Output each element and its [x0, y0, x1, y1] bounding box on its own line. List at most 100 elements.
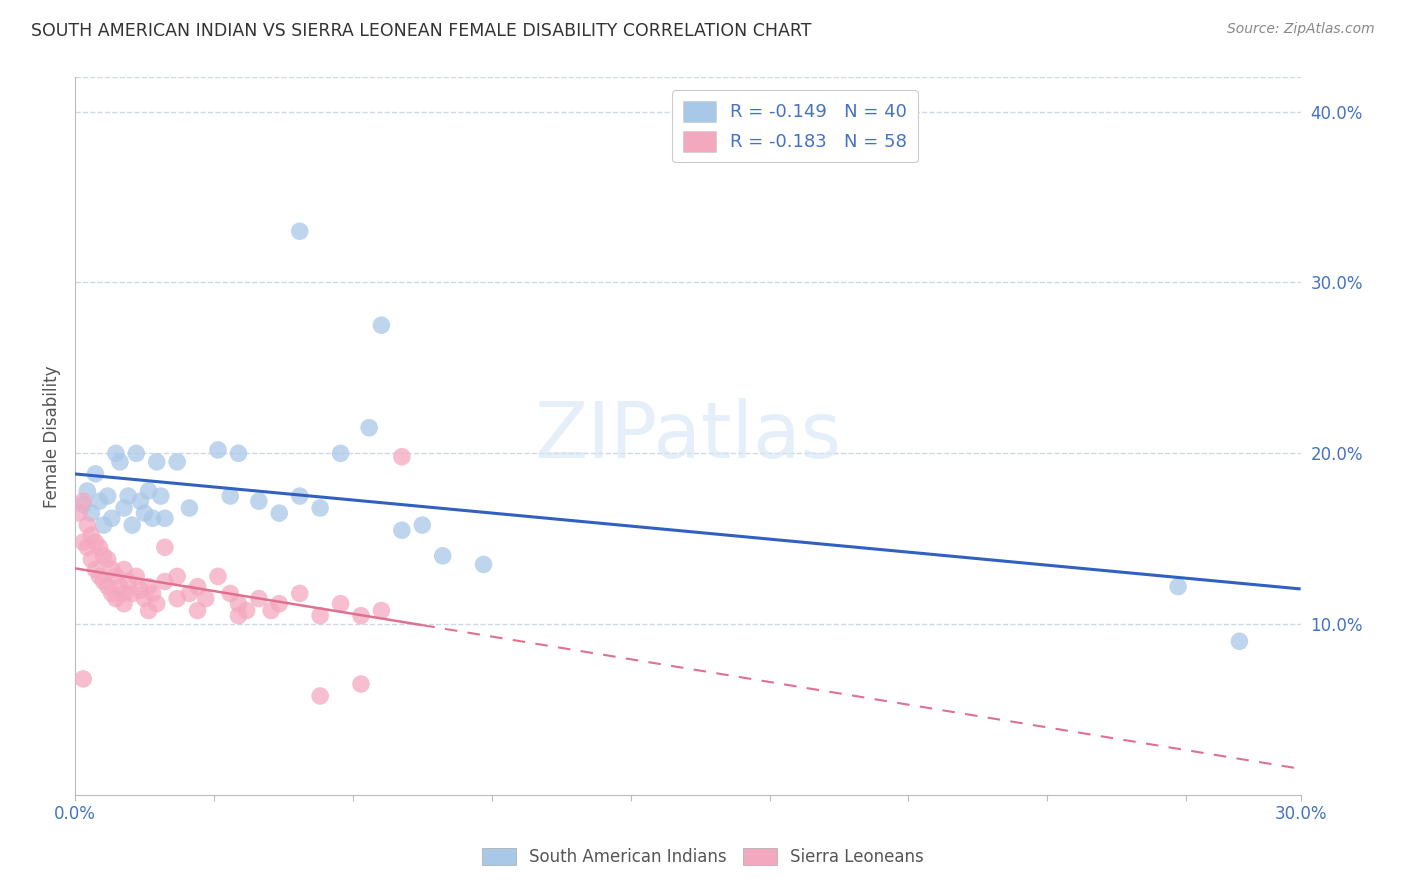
Point	[269, 506, 291, 520]
Text: Source: ZipAtlas.com: Source: ZipAtlas.com	[1227, 22, 1375, 37]
Point	[329, 446, 352, 460]
Y-axis label: Female Disability: Female Disability	[44, 365, 60, 508]
Point	[288, 224, 311, 238]
Point	[1167, 580, 1189, 594]
Point	[187, 580, 209, 594]
Point	[112, 597, 135, 611]
Point	[260, 603, 283, 617]
Point	[194, 591, 217, 606]
Point	[309, 689, 332, 703]
Point	[134, 591, 156, 606]
Point	[101, 562, 124, 576]
Text: SOUTH AMERICAN INDIAN VS SIERRA LEONEAN FEMALE DISABILITY CORRELATION CHART: SOUTH AMERICAN INDIAN VS SIERRA LEONEAN …	[31, 22, 811, 40]
Point	[145, 455, 167, 469]
Point	[138, 483, 160, 498]
Point	[129, 582, 152, 597]
Point	[149, 489, 172, 503]
Point	[153, 511, 176, 525]
Point	[142, 511, 165, 525]
Point	[84, 535, 107, 549]
Point	[101, 586, 124, 600]
Point	[138, 580, 160, 594]
Point	[89, 569, 111, 583]
Point	[179, 586, 201, 600]
Point	[80, 506, 103, 520]
Point	[72, 535, 94, 549]
Point	[72, 498, 94, 512]
Point	[411, 518, 433, 533]
Point	[432, 549, 454, 563]
Point	[117, 489, 139, 503]
Text: ZIPatlas: ZIPatlas	[534, 398, 841, 475]
Point	[117, 574, 139, 589]
Point	[84, 467, 107, 481]
Point	[350, 608, 373, 623]
Point	[108, 455, 131, 469]
Point	[153, 541, 176, 555]
Point	[67, 506, 90, 520]
Point	[76, 518, 98, 533]
Point	[350, 677, 373, 691]
Point	[93, 518, 115, 533]
Point	[121, 518, 143, 533]
Point	[179, 501, 201, 516]
Point	[89, 541, 111, 555]
Point	[104, 569, 127, 583]
Point	[166, 591, 188, 606]
Point	[153, 574, 176, 589]
Point	[104, 446, 127, 460]
Point	[112, 562, 135, 576]
Point	[89, 494, 111, 508]
Point	[80, 552, 103, 566]
Point	[219, 489, 242, 503]
Point	[269, 597, 291, 611]
Point	[76, 541, 98, 555]
Point	[370, 318, 392, 333]
Point	[138, 603, 160, 617]
Point	[329, 597, 352, 611]
Point	[97, 489, 120, 503]
Point	[97, 580, 120, 594]
Point	[101, 511, 124, 525]
Point	[76, 483, 98, 498]
Point	[288, 586, 311, 600]
Point	[207, 442, 229, 457]
Point	[166, 569, 188, 583]
Point	[359, 420, 381, 434]
Point	[219, 586, 242, 600]
Point	[472, 558, 495, 572]
Point	[93, 549, 115, 563]
Legend: R = -0.149   N = 40, R = -0.183   N = 58: R = -0.149 N = 40, R = -0.183 N = 58	[672, 90, 918, 162]
Point	[247, 494, 270, 508]
Point	[370, 603, 392, 617]
Point	[72, 672, 94, 686]
Point	[80, 528, 103, 542]
Point	[309, 501, 332, 516]
Point	[97, 552, 120, 566]
Point	[125, 569, 148, 583]
Point	[145, 597, 167, 611]
Point	[125, 446, 148, 460]
Point	[1227, 634, 1250, 648]
Point	[207, 569, 229, 583]
Point	[129, 494, 152, 508]
Point	[288, 489, 311, 503]
Point	[235, 603, 257, 617]
Point	[391, 523, 413, 537]
Point	[228, 608, 250, 623]
Point	[247, 591, 270, 606]
Point	[108, 580, 131, 594]
Point	[166, 455, 188, 469]
Point	[391, 450, 413, 464]
Legend: South American Indians, Sierra Leoneans: South American Indians, Sierra Leoneans	[475, 841, 931, 873]
Point	[112, 586, 135, 600]
Point	[72, 494, 94, 508]
Point	[93, 574, 115, 589]
Point	[84, 562, 107, 576]
Point	[104, 591, 127, 606]
Point	[309, 608, 332, 623]
Point	[134, 506, 156, 520]
Point	[228, 446, 250, 460]
Point	[187, 603, 209, 617]
Point	[228, 597, 250, 611]
